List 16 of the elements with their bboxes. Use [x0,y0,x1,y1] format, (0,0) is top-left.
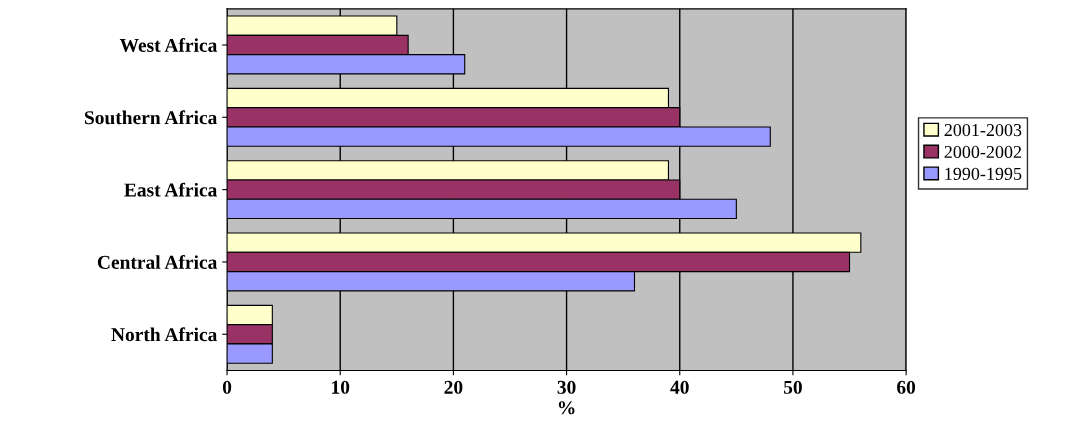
x-tick-label: 60 [897,380,916,394]
legend-label: 2000-2002 [944,145,1022,159]
x-tick-label: 50 [783,380,802,394]
x-tick-label: 20 [444,380,463,394]
y-tick-label: Southern Africa [84,110,218,125]
x-tick-label: 0 [222,380,232,394]
x-tick-label: 30 [557,380,576,394]
x-tick-label: 10 [332,380,350,394]
x-tick-label: 40 [670,380,689,394]
x-axis-title: % [558,401,575,415]
y-tick-label: Central Africa [97,255,218,269]
legend-label: 1990-1995 [945,167,1022,180]
y-tick-label: East Africa [124,182,218,197]
legend-label: 2001-2003 [944,123,1022,137]
y-tick-label: West Africa [119,38,218,53]
y-tick-label: North Africa [111,327,218,342]
